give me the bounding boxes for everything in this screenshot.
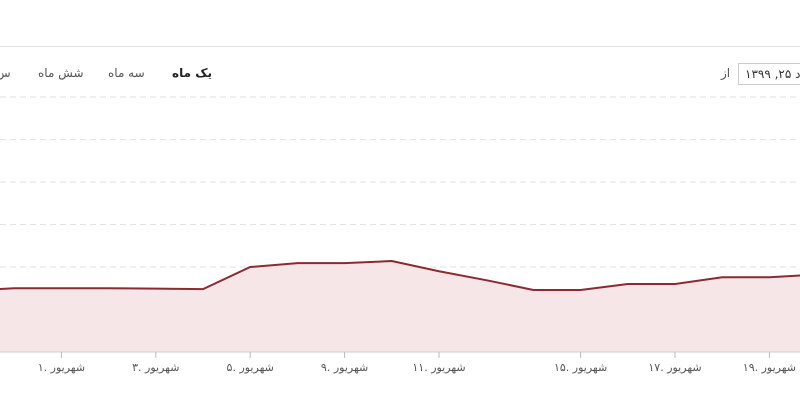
range-button[interactable]: شش ماه — [38, 66, 84, 80]
area-fill — [0, 261, 800, 352]
line — [0, 260, 800, 291]
x-tick-label: ۱۷. شهریور — [648, 361, 701, 374]
x-tick-label: ۳. شهریور — [132, 361, 179, 374]
x-tick-label: ۱. شهریور — [38, 361, 85, 374]
x-tick-label: ۱۱. شهریور — [412, 361, 465, 374]
date-input[interactable]: ۱۳۹۹ ,۲۵ د — [738, 63, 800, 85]
x-tick-label: ۵. شهریور — [227, 361, 274, 374]
range-button[interactable]: س — [0, 66, 11, 80]
x-tick-label: ۱۹. شهریور — [743, 361, 796, 374]
x-tick-label: ۱۵. شهریور — [554, 361, 607, 374]
header-bar — [0, 0, 800, 47]
x-tick-label: ۹. شهریور — [321, 361, 368, 374]
range-button[interactable]: یک ماه — [172, 66, 212, 80]
range-button[interactable]: سه ماه — [108, 66, 145, 80]
from-label: از — [721, 66, 731, 80]
